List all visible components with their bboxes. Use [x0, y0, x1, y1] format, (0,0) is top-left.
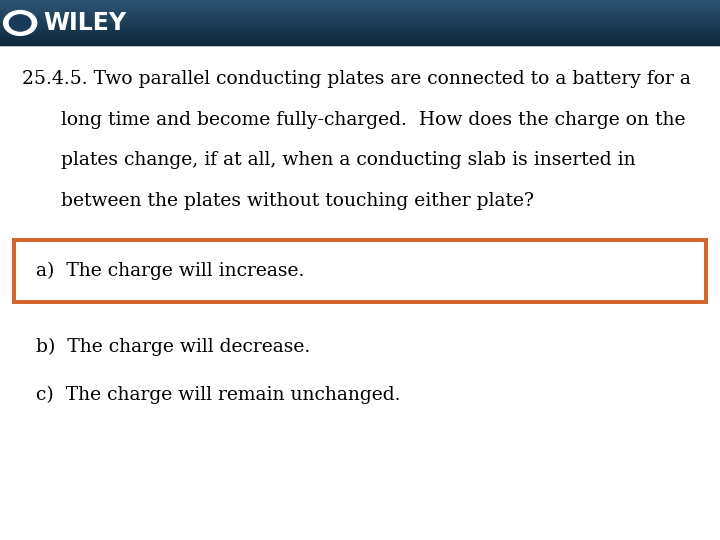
- Bar: [0, 5, 720, 6]
- Bar: [0, 20, 720, 22]
- Bar: [0, 23, 720, 24]
- Bar: [0, 33, 720, 35]
- Bar: [14, 240, 706, 302]
- Circle shape: [4, 11, 37, 36]
- Bar: [0, 24, 720, 26]
- Text: plates change, if at all, when a conducting slab is inserted in: plates change, if at all, when a conduct…: [61, 151, 636, 169]
- Bar: [0, 32, 720, 33]
- Bar: [0, 40, 720, 42]
- Text: 25.4.5. Two parallel conducting plates are connected to a battery for a: 25.4.5. Two parallel conducting plates a…: [22, 70, 690, 88]
- Bar: [0, 29, 720, 31]
- Text: between the plates without touching either plate?: between the plates without touching eith…: [61, 192, 534, 210]
- Bar: [0, 28, 720, 29]
- Bar: [0, 12, 720, 14]
- Bar: [0, 26, 720, 28]
- Bar: [0, 14, 720, 15]
- Text: b)  The charge will decrease.: b) The charge will decrease.: [36, 338, 310, 356]
- Bar: [0, 37, 720, 38]
- Bar: [0, 17, 720, 18]
- Bar: [0, 6, 720, 8]
- Bar: [0, 35, 720, 37]
- Text: c)  The charge will remain unchanged.: c) The charge will remain unchanged.: [36, 386, 400, 404]
- Bar: [0, 11, 720, 12]
- Bar: [0, 31, 720, 32]
- Bar: [0, 8, 720, 9]
- Bar: [0, 43, 720, 44]
- Text: a)  The charge will increase.: a) The charge will increase.: [36, 262, 305, 280]
- Bar: [0, 2, 720, 3]
- Bar: [0, 18, 720, 20]
- Bar: [0, 44, 720, 46]
- Bar: [0, 3, 720, 4]
- Circle shape: [9, 15, 31, 31]
- Bar: [0, 0, 720, 2]
- Bar: [0, 9, 720, 11]
- Text: WILEY: WILEY: [43, 11, 126, 35]
- Bar: [0, 38, 720, 40]
- Bar: [0, 41, 720, 43]
- Bar: [0, 15, 720, 17]
- Text: long time and become fully-charged.  How does the charge on the: long time and become fully-charged. How …: [61, 111, 685, 129]
- Bar: [0, 22, 720, 23]
